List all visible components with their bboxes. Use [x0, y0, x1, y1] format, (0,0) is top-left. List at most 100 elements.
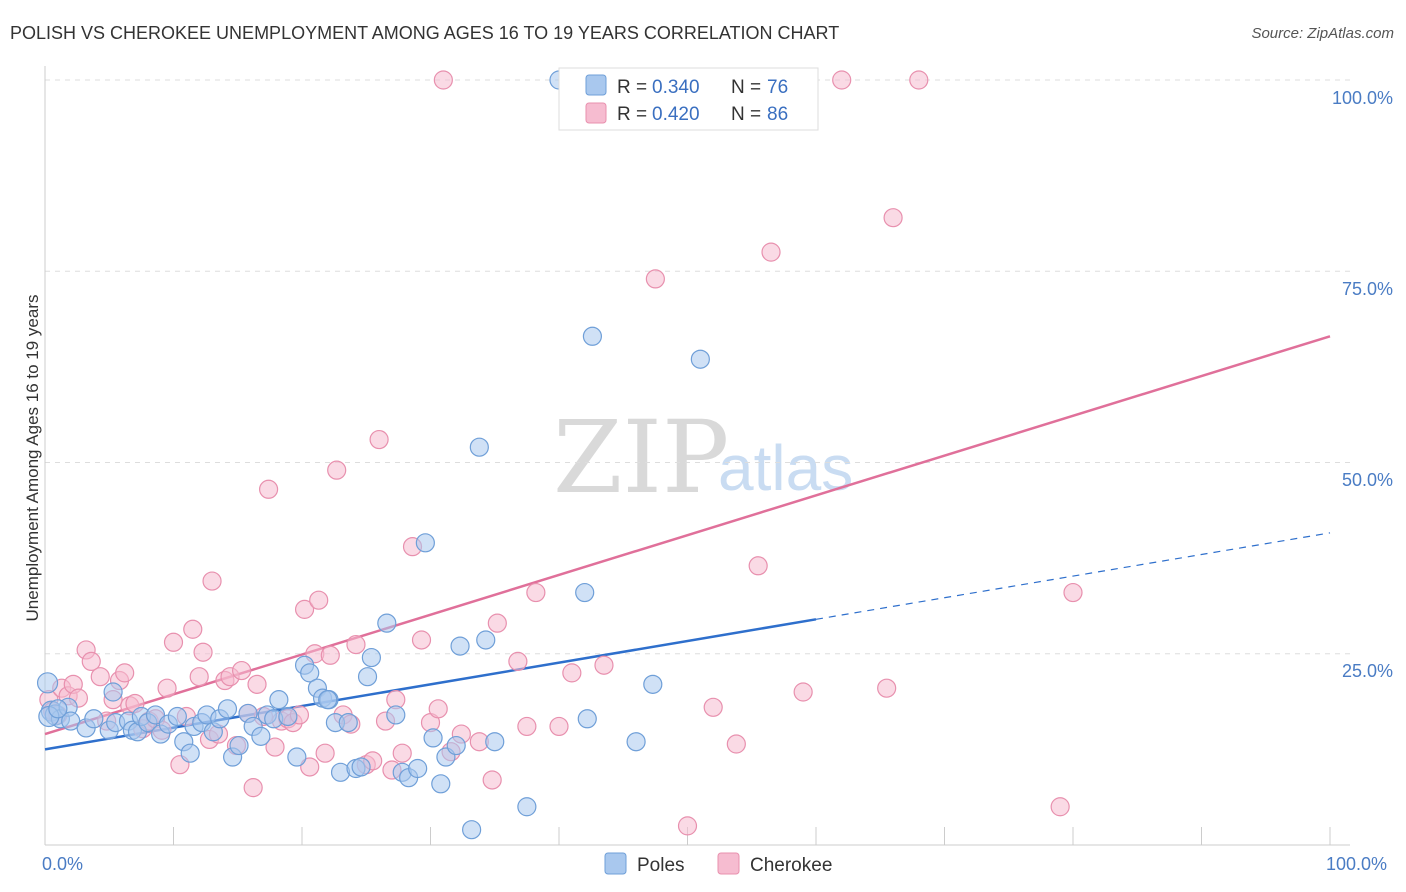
point-cherokee-56 — [369, 429, 389, 450]
point-cherokee-49 — [320, 645, 340, 665]
point-poles-54 — [408, 758, 428, 779]
point-cherokee-74 — [549, 716, 569, 737]
point-poles-51 — [386, 705, 406, 725]
point-cherokee-83 — [832, 70, 852, 90]
point-cherokee-9 — [90, 667, 110, 687]
point-poles-0 — [36, 672, 59, 694]
point-cherokee-71 — [508, 651, 528, 672]
point-cherokee-79 — [726, 734, 746, 754]
point-poles-71 — [690, 349, 710, 369]
point-cherokee-8 — [81, 651, 101, 672]
point-cherokee-25 — [189, 667, 209, 687]
point-cherokee-60 — [392, 743, 412, 763]
point-poles-7 — [84, 709, 104, 729]
point-poles-65 — [517, 797, 537, 817]
point-cherokee-89 — [645, 269, 665, 289]
point-poles-62 — [469, 437, 489, 457]
point-cherokee-50 — [327, 460, 347, 480]
point-cherokee-81 — [761, 242, 781, 262]
legend-r-label-cherokee: R = — [617, 104, 647, 125]
point-poles-60 — [450, 636, 470, 656]
point-cherokee-62 — [411, 630, 432, 650]
point-poles-56 — [423, 728, 443, 748]
y-tick-label-50: 50.0% — [1342, 470, 1393, 490]
y-tick-label-75: 75.0% — [1342, 279, 1393, 299]
legend-n-label-cherokee: N = — [731, 104, 761, 125]
point-cherokee-47 — [309, 590, 329, 610]
point-cherokee-73 — [526, 582, 546, 603]
point-poles-19 — [167, 706, 187, 727]
point-poles-29 — [229, 735, 249, 756]
point-cherokee-64 — [428, 699, 448, 719]
point-cherokee-88 — [1063, 582, 1083, 603]
point-poles-48 — [357, 667, 378, 687]
point-cherokee-28 — [202, 571, 222, 591]
point-cherokee-53 — [346, 634, 366, 655]
bottom-legend-label-cherokee: Cherokee — [750, 855, 832, 876]
point-cherokee-48 — [315, 743, 335, 763]
tick-labels: 0.0% 100.0% 100.0% 75.0% 50.0% 25.0% — [42, 88, 1393, 874]
point-cherokee-65 — [433, 70, 453, 90]
point-poles-10 — [103, 682, 123, 702]
point-poles-49 — [361, 647, 381, 668]
point-poles-73 — [48, 699, 68, 719]
legend-r-label-poles: R = — [617, 77, 647, 98]
chart-title: POLISH VS CHEROKEE UNEMPLOYMENT AMONG AG… — [10, 23, 840, 43]
x-tick-label-max: 100.0% — [1326, 854, 1387, 874]
point-poles-64 — [485, 732, 505, 752]
watermark-zip: ZIP — [553, 399, 729, 516]
point-poles-27 — [217, 699, 238, 719]
point-poles-39 — [300, 663, 320, 683]
point-poles-21 — [180, 743, 200, 763]
point-cherokee-39 — [265, 737, 285, 757]
legend-n-label-poles: N = — [731, 77, 761, 98]
point-poles-63 — [476, 630, 496, 650]
source-label: Source: ZipAtlas.com — [1251, 25, 1394, 42]
point-poles-67 — [577, 709, 597, 729]
watermark-atlas: atlas — [718, 432, 853, 504]
point-cherokee-20 — [157, 678, 177, 698]
point-cherokee-86 — [909, 70, 929, 90]
point-cherokee-38 — [258, 479, 279, 499]
point-cherokee-26 — [193, 642, 213, 662]
point-poles-70 — [643, 674, 663, 694]
point-poles-66 — [575, 582, 595, 603]
point-cherokee-36 — [247, 674, 267, 694]
point-cherokee-77 — [677, 816, 698, 836]
point-poles-69 — [626, 732, 646, 752]
data-points — [36, 70, 1083, 840]
point-cherokee-45 — [300, 757, 320, 777]
legend-n-value-cherokee: 86 — [767, 104, 788, 125]
point-cherokee-44 — [294, 599, 315, 619]
point-poles-59 — [446, 735, 466, 756]
point-cherokee-78 — [703, 697, 723, 717]
point-poles-74 — [318, 690, 338, 710]
legend-swatch-cherokee — [585, 102, 607, 124]
point-poles-50 — [377, 613, 397, 633]
point-cherokee-33 — [232, 660, 252, 681]
trend-line-poles-extension — [815, 532, 1331, 620]
point-cherokee-13 — [115, 663, 135, 683]
point-cherokee-84 — [877, 678, 897, 698]
point-cherokee-69 — [482, 770, 502, 790]
bottom-legend-swatch-poles — [604, 852, 627, 875]
legend: R = 0.340 N = 76 R = 0.420 N = 86 — [558, 67, 819, 131]
bottom-legend-label-poles: Poles — [637, 855, 685, 876]
point-poles-37 — [287, 747, 307, 767]
bottom-legend-swatch-cherokee — [717, 852, 740, 875]
point-poles-47 — [351, 757, 371, 777]
legend-r-value-poles: 0.340 — [652, 77, 700, 98]
point-cherokee-80 — [748, 556, 768, 576]
point-poles-55 — [415, 533, 435, 553]
point-cherokee-85 — [883, 208, 903, 228]
trend-line-cherokee — [44, 335, 1331, 736]
y-tick-label-25: 25.0% — [1342, 661, 1393, 681]
point-cherokee-75 — [562, 663, 582, 683]
point-poles-68 — [582, 326, 603, 346]
legend-r-value-cherokee: 0.420 — [652, 104, 700, 125]
point-poles-45 — [338, 712, 358, 733]
x-tick-label-min: 0.0% — [42, 854, 83, 874]
point-poles-32 — [251, 726, 271, 746]
point-cherokee-70 — [487, 613, 507, 633]
